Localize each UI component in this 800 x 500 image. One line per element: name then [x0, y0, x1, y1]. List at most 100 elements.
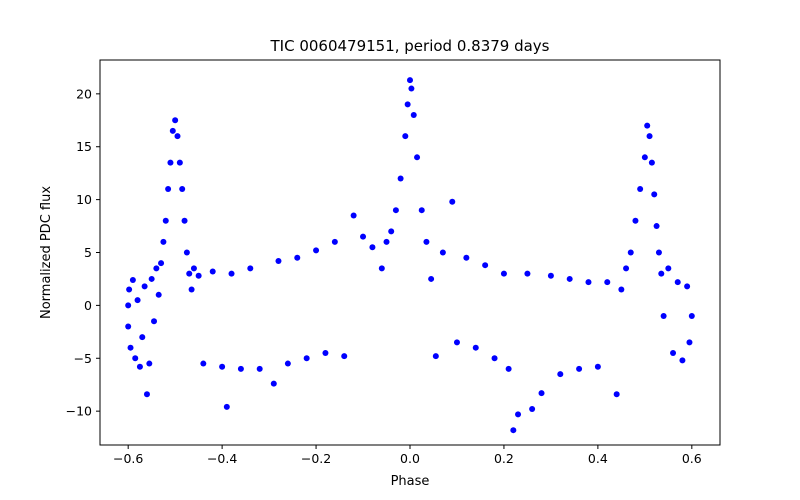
x-tick-label: 0.4 [588, 451, 608, 466]
data-point [284, 360, 291, 367]
data-point [174, 133, 181, 140]
data-point [604, 279, 611, 286]
data-point [404, 101, 411, 108]
data-point [402, 133, 409, 140]
data-point [684, 283, 691, 290]
data-point [547, 272, 554, 279]
data-point [585, 279, 592, 286]
data-point [167, 159, 174, 166]
data-point [162, 217, 169, 224]
data-point [482, 262, 489, 269]
data-point [491, 355, 498, 362]
data-point [158, 260, 165, 267]
data-point [670, 349, 677, 356]
data-point [303, 355, 310, 362]
data-point [155, 291, 162, 298]
data-point [449, 198, 456, 205]
data-point [665, 265, 672, 272]
y-tick-label: 10 [76, 192, 92, 207]
data-point [190, 265, 197, 272]
data-point [674, 279, 681, 286]
data-point [134, 297, 141, 304]
data-point [313, 247, 320, 254]
data-point [594, 363, 601, 370]
data-point [360, 233, 367, 240]
data-point [350, 212, 357, 219]
data-point [418, 207, 425, 214]
data-point [627, 249, 634, 256]
data-point [151, 318, 158, 325]
data-point [397, 175, 404, 182]
y-tick-label: 20 [76, 86, 92, 101]
data-point [613, 391, 620, 398]
x-tick-label: −0.4 [207, 451, 237, 466]
data-point [632, 217, 639, 224]
data-point [423, 238, 430, 245]
data-point [237, 365, 244, 372]
data-point [510, 427, 517, 434]
x-tick-label: −0.6 [113, 451, 143, 466]
data-points [125, 77, 695, 434]
data-point [408, 85, 415, 92]
data-point [165, 186, 172, 193]
data-point [660, 312, 667, 319]
data-point [538, 390, 545, 397]
x-tick-label: 0.6 [682, 451, 702, 466]
data-point [223, 403, 230, 410]
data-point [125, 302, 132, 309]
data-point [648, 159, 655, 166]
data-point [228, 270, 235, 277]
data-point [331, 238, 338, 245]
data-point [688, 312, 695, 319]
data-point [188, 286, 195, 293]
data-point [392, 207, 399, 214]
y-tick-label: 15 [76, 139, 92, 154]
data-point [369, 244, 376, 251]
data-point [294, 254, 301, 261]
data-point [439, 249, 446, 256]
data-point [686, 339, 693, 346]
data-point [505, 365, 512, 372]
data-point [148, 275, 155, 282]
data-point [256, 365, 263, 372]
data-point [500, 270, 507, 277]
data-point [557, 371, 564, 378]
data-point [407, 77, 413, 84]
data-point [219, 363, 226, 370]
data-point [183, 249, 190, 256]
data-point [414, 154, 421, 161]
data-point [160, 238, 167, 245]
data-point [566, 275, 573, 282]
data-point [463, 254, 470, 261]
data-point [529, 406, 536, 413]
data-point [618, 286, 625, 293]
y-tick-label: 0 [84, 298, 92, 313]
data-point [388, 228, 395, 235]
data-point [428, 275, 435, 282]
y-axis-label: Normalized PDC flux [39, 186, 54, 319]
data-point [141, 283, 148, 290]
data-point [132, 355, 139, 362]
x-axis-label: Phase [391, 474, 430, 489]
data-point [341, 353, 348, 360]
data-point [644, 122, 651, 129]
data-point [153, 265, 160, 272]
data-point [126, 286, 133, 293]
data-point [658, 270, 665, 277]
data-point [172, 117, 179, 124]
data-point [195, 272, 202, 279]
data-point [179, 186, 186, 193]
data-point [383, 238, 390, 245]
data-point [129, 277, 136, 283]
y-tick-label: 5 [84, 245, 92, 260]
data-point [186, 270, 193, 277]
data-point [432, 353, 439, 360]
data-point [169, 127, 176, 134]
data-point [125, 323, 132, 330]
data-point [651, 191, 658, 198]
data-point [524, 270, 531, 277]
chart-title: TIC 0060479151, period 0.8379 days [269, 37, 549, 55]
data-point [653, 223, 660, 230]
